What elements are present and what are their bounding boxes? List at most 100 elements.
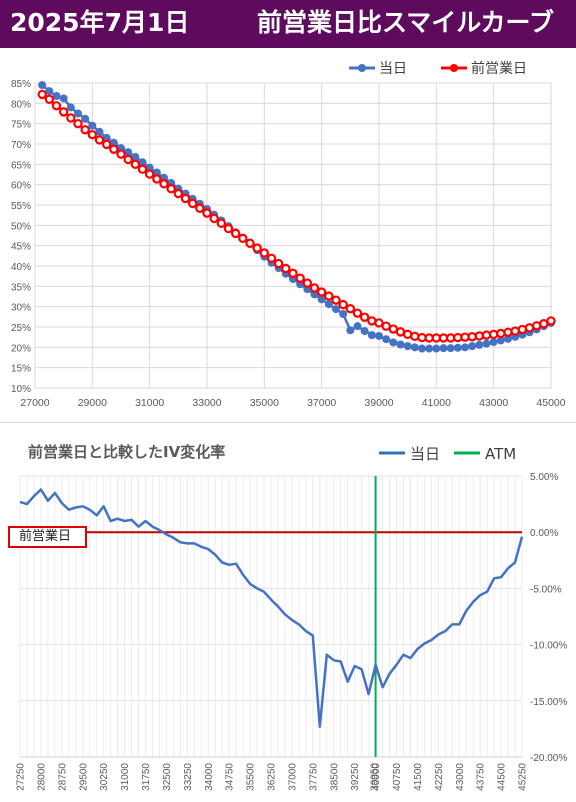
prev-point [187, 198, 198, 209]
smile-y-tick-label: 75% [11, 120, 31, 131]
iv-y-tick-label: -15.00% [530, 697, 567, 708]
prev-point [245, 238, 255, 248]
smile-y-tick-label: 65% [11, 160, 31, 171]
series-prev-line [41, 93, 552, 340]
series-today-line [41, 84, 552, 350]
prev-point [324, 291, 334, 301]
report-date: 2025年7月1日 [10, 8, 190, 37]
iv-x-tick-label: 39250 [350, 763, 361, 791]
today-point [332, 305, 340, 314]
today-point [81, 114, 90, 123]
prev-point [87, 129, 98, 140]
today-point [131, 153, 140, 162]
legend-today: 当日 [349, 61, 407, 77]
today-point [489, 338, 498, 347]
iv-x-tick-label: 31750 [141, 763, 152, 791]
prev-point [503, 327, 513, 337]
today-point [324, 300, 333, 309]
prev-point [137, 164, 148, 174]
prev-point [130, 159, 141, 170]
iv-x-tick-label: 39950 [370, 763, 381, 791]
today-point [389, 338, 398, 347]
iv-x-tick-label: 36250 [267, 763, 278, 791]
prev-point [259, 248, 270, 258]
smile-x-tick-label: 27000 [20, 397, 49, 409]
today-point [482, 339, 491, 348]
smile-y-tick-label: 40% [11, 262, 31, 273]
smile-grid [34, 82, 552, 389]
iv-change-line [19, 488, 524, 728]
iv-y-tick-label: 0.00% [530, 528, 558, 539]
today-point [45, 87, 54, 96]
prev-point [338, 299, 348, 310]
prev-point [144, 169, 155, 179]
today-point [418, 344, 426, 353]
prev-point [152, 174, 162, 184]
header-bar: 2025年7月1日 前営業日比スマイルカーブ [0, 0, 576, 48]
today-point [59, 94, 68, 103]
smile-y-tick-label: 55% [11, 201, 31, 212]
prev-point [94, 135, 105, 145]
smile-y-ticks: 10% 15% 20% 25% 30% 35% 40% 45% 50% 55% 60% 65% 70% 7… [11, 79, 31, 395]
iv-x-tick-label: 30250 [99, 763, 110, 791]
iv-x-tick-label: 42250 [434, 763, 445, 791]
today-point [52, 92, 61, 101]
prev-point [58, 107, 69, 117]
legend-today-label: 当日 [379, 61, 407, 77]
iv-x-tick-label: 32500 [162, 763, 173, 791]
iv-grid [19, 475, 523, 758]
smile-y-tick-label: 60% [11, 181, 31, 192]
iv-x-tick-label: 44500 [497, 763, 508, 791]
iv-x-tick-label: 34000 [204, 763, 215, 791]
smile-y-tick-label: 35% [11, 282, 31, 293]
today-point [403, 342, 412, 351]
legend-prev: 前営業日 [441, 60, 527, 77]
iv-y-tick-label: -5.00% [530, 584, 562, 595]
today-point [88, 121, 97, 130]
legend-prev-label: 前営業日 [471, 60, 527, 77]
prev-point [109, 144, 119, 154]
prev-point [209, 213, 219, 224]
today-point [124, 148, 133, 157]
iv-legend: 当日 ATM [379, 445, 516, 463]
prev-point [101, 139, 112, 150]
smile-x-ticks: 27000 29000 31000 33000 35000 37000 39000 41000… [20, 397, 565, 409]
prev-point [331, 295, 341, 305]
iv-x-tick-label: 41500 [413, 763, 424, 791]
today-point [346, 326, 355, 335]
prev-point [359, 312, 370, 322]
today-point [475, 340, 484, 349]
iv-x-tick-label: 40000 [371, 763, 382, 791]
today-point [138, 158, 147, 167]
prev-point [223, 223, 234, 234]
today-point [375, 331, 383, 340]
iv-x-tick-label: 43000 [455, 763, 466, 791]
report-title: 前営業日比スマイルカーブ [256, 8, 554, 37]
prev-point [374, 318, 384, 328]
prev-point [481, 330, 492, 340]
prev-point [173, 188, 184, 199]
prev-point [496, 328, 506, 339]
smile-x-tick-label: 37000 [307, 397, 336, 409]
today-point [353, 322, 362, 331]
smile-x-tick-label: 43000 [479, 397, 508, 409]
prev-point [309, 283, 320, 293]
legend-iv-today-label: 当日 [410, 445, 440, 463]
prev-point [410, 331, 420, 342]
today-point [453, 343, 462, 352]
iv-x-tick-label: 33250 [183, 763, 194, 791]
smile-y-tick-label: 70% [11, 140, 31, 151]
prev-point [288, 268, 298, 279]
smile-x-tick-label: 31000 [135, 397, 164, 409]
smile-curve-chart: 10% 15% 20% 25% 30% 35% 40% 45% 50% 55% 60% 65% 70% 7… [11, 60, 566, 409]
iv-y-tick-label: -10.00% [530, 641, 567, 652]
prev-point [230, 228, 241, 239]
iv-x-tick-label: 28750 [57, 763, 68, 791]
prev-point [123, 154, 133, 165]
today-point [38, 81, 47, 90]
prev-point [195, 203, 205, 213]
today-point [109, 138, 118, 147]
iv-change-chart: 前営業日と比較したIV変化率 5.00% 0.00% -5.00% -10.00% -1… [16, 443, 568, 791]
today-point [468, 342, 477, 351]
today-point [102, 133, 111, 142]
